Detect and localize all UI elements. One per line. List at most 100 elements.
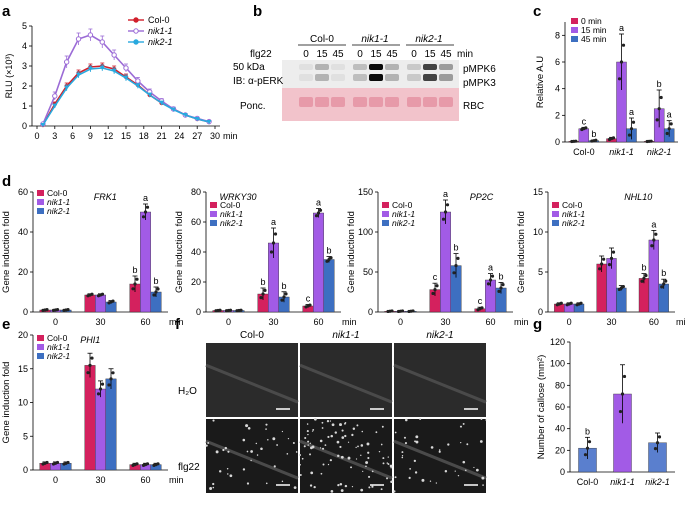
replicate-dot [269,250,274,254]
callose-dot [380,443,383,446]
legend-swatch [382,202,389,208]
x-tick-label: 60 [649,317,659,327]
blot-genotype-1: nik1-1 [361,34,388,45]
x-unit-label: min [169,475,184,485]
callose-dot [408,476,411,480]
significance-letter: a [143,193,148,203]
replicate-dot [271,241,276,245]
replicate-dot [627,133,632,137]
callose-dot [367,456,370,460]
callose-dot [299,473,302,476]
data-point [99,39,105,45]
micro-col-2: nik2-1 [426,330,453,341]
replicate-dot [259,296,263,300]
callose-dot [393,490,396,493]
replicate-dot [657,435,662,439]
legend-label: Col-0 [148,15,170,25]
callose-dot [479,440,483,443]
callose-dot [381,425,384,428]
significance-letter: a [316,198,321,208]
significance-letter: b [641,263,646,273]
legend-label: nik1-1 [392,209,415,219]
callose-dot [401,456,404,459]
blot-band-upper [423,64,437,70]
callose-dot [321,447,325,450]
data-point [63,59,70,65]
replicate-dot [431,291,435,296]
data-point [123,65,129,71]
significance-letter: c [478,296,483,306]
callose-dot [246,450,249,453]
callose-dot [351,433,354,437]
significance-letter: b [153,276,158,286]
bar-nik21 [105,378,117,471]
callose-dot [307,444,309,446]
callose-dot [227,450,230,453]
micrograph-tile [206,343,298,417]
callose-dot [309,484,313,487]
chart-d4: 0 5 10 15 Gene induction fold NHL10 0 30 60 b a b mi… [516,187,685,327]
y-tick-label: 0 [538,307,543,317]
callose-dot [375,431,378,434]
blot-band-upper [369,64,383,70]
x-tick-label: 15 [121,131,131,141]
micrograph-vein [299,363,393,404]
x-unit-label: min [676,317,685,327]
x-tick-label: Col-0 [573,147,595,157]
micrograph-tile [300,343,392,417]
legend-label: nik2-1 [220,218,243,228]
callose-dot [309,453,312,456]
callose-dot [360,454,362,457]
replicate-dot [100,292,105,296]
callose-dot [306,430,309,433]
y-tick-label: 80 [555,380,565,390]
blot-band-upper [331,64,345,70]
replicate-dot [55,308,60,312]
y-axis-title: Number of callose (mm²) [536,355,547,460]
callose-dot [222,448,225,452]
legend-swatch [552,202,559,208]
callose-dot [341,436,345,439]
data-point [40,123,46,128]
x-tick-label: 24 [174,131,184,141]
replicate-dot [659,95,663,100]
callose-dot [368,486,371,489]
callose-dot [475,468,479,472]
callose-dot [207,442,210,444]
callose-dot [205,444,208,447]
y-tick-label: 1 [22,101,27,111]
replicate-dot [621,43,626,47]
micrograph-vein [205,439,299,480]
significance-letter: b [281,281,286,291]
callose-dot [462,460,466,464]
replicate-dot [435,284,439,288]
replicate-dot [583,453,588,457]
replicate-dot [629,127,634,131]
callose-dot [421,478,425,482]
legend-label: nik1-1 [47,197,70,207]
y-tick-label: 6 [555,57,560,67]
replicate-dot [655,441,660,445]
bar-nik11 [95,294,106,313]
callose-dot [330,434,334,438]
ponc-band [439,97,453,107]
significance-letter: b [661,268,666,278]
legend-swatch [382,211,389,217]
callose-dot [409,468,412,470]
callose-dot [350,466,353,469]
callose-dot [482,484,484,486]
legend-swatch [37,335,44,341]
data-point [135,84,141,89]
blot-time-label: 45 [386,49,398,60]
y-axis-title: Gene induction fold [346,211,357,293]
blot-band-lower [315,74,329,81]
callose-dot [473,466,475,469]
x-tick-label: 30 [440,317,450,327]
blot-genotype-0: Col-0 [310,34,334,45]
legend-swatch [210,211,217,217]
callose-dot [281,480,284,483]
replicate-dot [621,284,625,289]
callose-dot [401,451,404,454]
